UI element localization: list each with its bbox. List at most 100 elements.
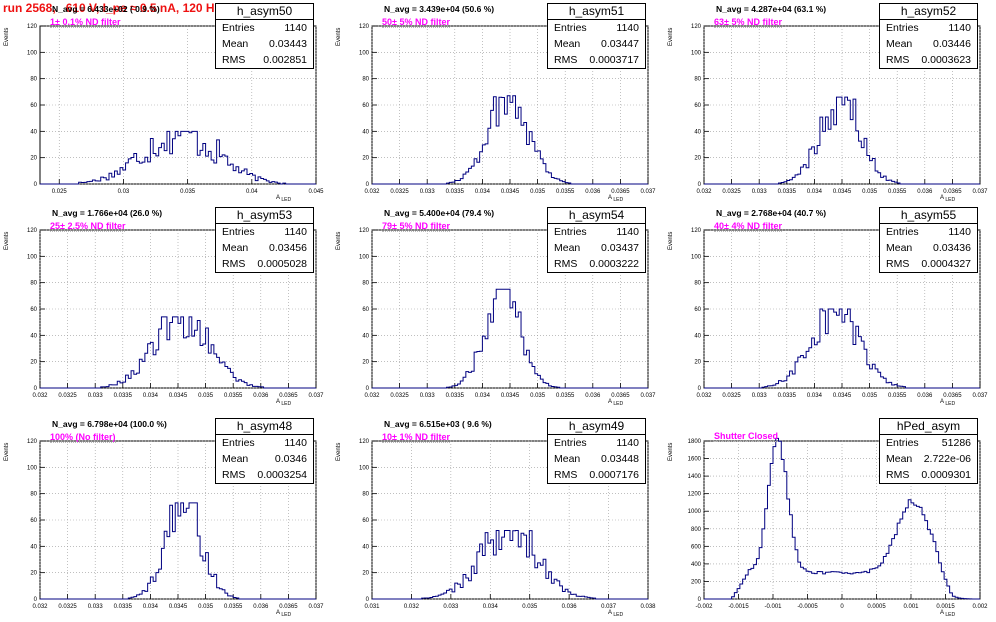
y-tick-label: 1800 (688, 439, 702, 445)
x-tick-label: 0.033 (420, 393, 436, 399)
x-tick-label: 0.0365 (611, 393, 630, 399)
y-tick-label: 40 (30, 333, 37, 339)
x-axis-label-subscript: LED (612, 197, 624, 204)
stats-value: 0.0003254 (257, 469, 307, 481)
x-tick-label: 0.036 (917, 189, 933, 195)
y-tick-label: 20 (694, 360, 701, 366)
x-tick-label: 0.0355 (556, 393, 575, 399)
x-tick-label: 0.045 (308, 189, 324, 195)
y-tick-label: 100 (27, 254, 38, 260)
y-tick-label: 80 (30, 281, 37, 287)
stats-value: 0.0005028 (257, 258, 307, 270)
x-tick-label: 0.038 (640, 604, 656, 610)
n-avg-label: N_avg = 3.439e+04 (50.6 %) (384, 4, 495, 14)
stats-row-rms: RMS 0.0003717 (548, 52, 645, 68)
y-tick-label: 1200 (688, 492, 702, 498)
y-tick-label: 120 (27, 228, 38, 234)
stats-key: RMS (886, 54, 910, 66)
y-tick-label: 40 (694, 129, 701, 135)
x-axis-label-subscript: LED (612, 401, 624, 408)
y-axis-label: Events (336, 442, 342, 461)
x-tick-label: 0.025 (52, 189, 68, 195)
y-tick-label: 40 (694, 333, 701, 339)
y-axis-label: Events (668, 231, 674, 250)
stats-value: 0.0004327 (921, 258, 971, 270)
histogram-pad: 0 20 40 60 80 100 120 0.025 0.03 0.035 0.04 0.045 Ev… (0, 0, 332, 207)
y-axis-label: Events (4, 442, 10, 461)
stats-row-mean: Mean 0.03446 (880, 36, 977, 52)
histogram-pad: 0 20 40 60 80 100 120 0.032 0.0325 0.033 0.0335 0.0… (664, 0, 996, 207)
x-tick-label: 0.033 (752, 393, 768, 399)
x-tick-label: 0.032 (696, 189, 712, 195)
y-axis-label: Events (336, 27, 342, 46)
stats-row-entries: Entries 1140 (548, 224, 645, 240)
stats-row-mean: Mean 0.03443 (216, 36, 313, 52)
x-tick-label: 0.033 (420, 189, 436, 195)
x-tick-label: 0.0005 (867, 604, 886, 610)
n-avg-label: N_avg = 4.287e+04 (63.1 %) (716, 4, 827, 14)
x-tick-label: 0.0325 (722, 189, 741, 195)
x-tick-label: 0.0325 (390, 189, 409, 195)
filter-label: 79± 5% ND filter (382, 221, 450, 232)
filter-label: Shutter Closed (714, 431, 779, 442)
x-tick-label: 0.032 (404, 604, 420, 610)
stats-box: Entries 1140 Mean 0.0346 RMS 0.0003254 (215, 434, 314, 484)
stats-key: Entries (222, 437, 255, 449)
y-axis-label: Events (4, 27, 10, 46)
stats-row-rms: RMS 0.0003254 (216, 467, 313, 483)
stats-box: Entries 51286 Mean 2.722e-06 RMS 0.0009301 (879, 434, 978, 484)
x-tick-label: 0.037 (640, 189, 656, 195)
x-axis-label: A LED (276, 610, 292, 619)
x-tick-label: 0.0015 (936, 604, 955, 610)
x-tick-label: 0.035 (530, 189, 546, 195)
x-tick-label: 0.0365 (279, 393, 298, 399)
x-tick-label: 0.0355 (888, 189, 907, 195)
stats-row-entries: Entries 1140 (216, 435, 313, 451)
y-tick-label: 80 (30, 492, 37, 498)
x-axis-label: A LED (940, 399, 956, 408)
stats-key: RMS (886, 469, 910, 481)
stats-key: Mean (222, 38, 249, 50)
x-tick-label: 0.035 (180, 189, 196, 195)
x-tick-label: 0.034 (807, 189, 823, 195)
x-axis-label: A LED (608, 399, 624, 408)
y-tick-label: 120 (27, 24, 38, 30)
stats-key: Mean (554, 38, 581, 50)
x-axis-label: A LED (940, 195, 956, 204)
y-tick-label: 0 (698, 597, 702, 603)
filter-label: 63± 5% ND filter (714, 17, 782, 28)
histogram-name: h_asym52 (879, 3, 978, 20)
stats-key: Entries (554, 437, 587, 449)
y-tick-label: 60 (694, 103, 701, 109)
x-axis-label-subscript: LED (944, 401, 956, 408)
y-tick-label: 80 (30, 77, 37, 83)
y-tick-label: 100 (27, 50, 38, 56)
stats-key: RMS (554, 469, 578, 481)
y-tick-label: 100 (359, 50, 370, 56)
stats-box: Entries 1140 Mean 0.03436 RMS 0.0004327 (879, 223, 978, 273)
x-axis-label-subscript: LED (280, 197, 292, 204)
y-tick-label: 40 (362, 333, 369, 339)
x-tick-label: 0.0335 (446, 189, 465, 195)
y-tick-label: 20 (30, 156, 37, 162)
x-axis-label: A LED (276, 195, 292, 204)
y-tick-label: 0 (366, 182, 370, 188)
x-tick-label: 0.0345 (501, 189, 520, 195)
x-tick-label: 0.0355 (888, 393, 907, 399)
histogram-series (372, 288, 648, 389)
stats-value: 0.03446 (933, 38, 971, 50)
y-tick-label: 60 (362, 307, 369, 313)
x-tick-label: 0.0335 (114, 393, 133, 399)
y-tick-label: 120 (359, 24, 370, 30)
y-tick-label: 60 (30, 103, 37, 109)
x-tick-label: 0.0345 (833, 393, 852, 399)
stats-row-rms: RMS 0.0003222 (548, 256, 645, 272)
stats-value: 1140 (948, 226, 971, 238)
x-tick-label: 0.035 (522, 604, 538, 610)
stats-row-rms: RMS 0.0004327 (880, 256, 977, 272)
stats-value: 0.03443 (269, 38, 307, 50)
stats-value: 0.0009301 (921, 469, 971, 481)
n-avg-label: N_avg = 6.433e+02 ( 0.9 %) (52, 4, 160, 14)
stats-key: Mean (886, 453, 913, 465)
filter-label: 50± 5% ND filter (382, 17, 450, 28)
